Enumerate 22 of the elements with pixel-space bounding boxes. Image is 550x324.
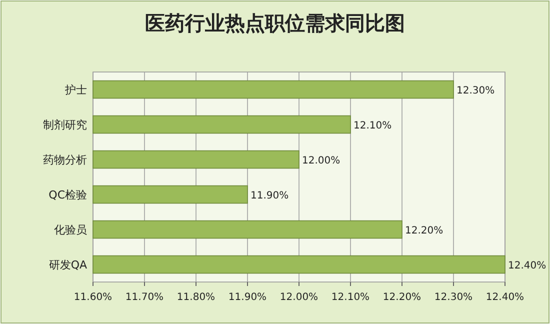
x-tick-label: 12.00% (280, 292, 318, 303)
x-tick-label: 11.70% (125, 292, 164, 303)
y-tick-label: 制剂研究 (43, 118, 87, 132)
x-tick-label: 12.10% (331, 292, 370, 303)
x-tick-label: 12.20% (382, 292, 422, 303)
x-tick-label: 11.90% (228, 292, 267, 303)
x-tick-label: 12.30% (434, 292, 473, 303)
y-tick-label: 研发QA (48, 258, 88, 272)
data-label: 12.20% (405, 226, 444, 236)
data-label: 12.00% (302, 156, 340, 166)
y-tick-label: QC检验 (48, 188, 87, 202)
y-tick-label: 护士 (64, 84, 87, 96)
y-tick-label: 药物分析 (43, 154, 87, 166)
x-tick-label: 12.40% (486, 292, 524, 303)
data-label: 12.30% (456, 86, 495, 96)
chart-title: 医药行业热点职位需求同比图 (145, 11, 405, 35)
data-label: 11.90% (250, 190, 289, 202)
x-tick-label: 11.80% (176, 292, 216, 303)
data-label: 12.40% (508, 260, 546, 272)
x-tick-label: 11.60% (74, 292, 112, 303)
y-tick-label: 化验员 (54, 224, 87, 236)
data-label: 12.10% (354, 120, 392, 132)
